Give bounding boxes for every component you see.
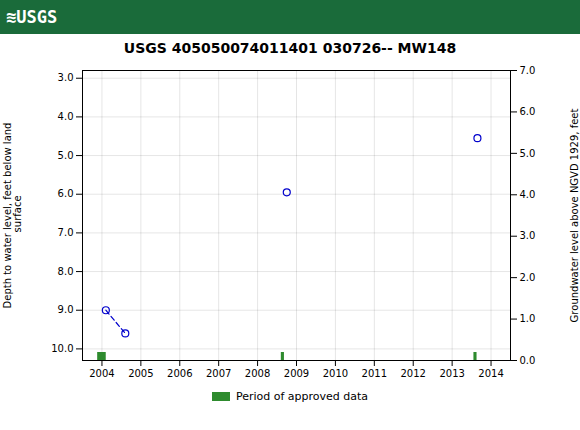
svg-text:5.0: 5.0 xyxy=(520,148,536,159)
svg-text:2010: 2010 xyxy=(323,368,348,379)
svg-text:9.0: 9.0 xyxy=(58,304,74,315)
svg-text:2012: 2012 xyxy=(401,368,426,379)
svg-text:2013: 2013 xyxy=(439,368,464,379)
svg-text:Groundwater level above NGVD 1: Groundwater level above NGVD 1929, feet xyxy=(569,109,580,323)
svg-text:0.0: 0.0 xyxy=(520,355,536,366)
html-text:≋USGS: ≋USGS xyxy=(6,7,58,27)
svg-text:5.0: 5.0 xyxy=(58,150,74,161)
svg-text:2014: 2014 xyxy=(478,368,503,379)
svg-text:2008: 2008 xyxy=(245,368,270,379)
svg-text:2006: 2006 xyxy=(167,368,192,379)
svg-text:2011: 2011 xyxy=(362,368,387,379)
html-text:USGS 405050074011401 030726--: USGS 405050074011401 030726-- MW148 xyxy=(123,40,457,56)
svg-text:2007: 2007 xyxy=(206,368,231,379)
svg-text:7.0: 7.0 xyxy=(520,65,536,76)
svg-text:Depth to water level, feet bel: Depth to water level, feet below land su… xyxy=(2,123,23,309)
svg-text:2004: 2004 xyxy=(89,368,114,379)
svg-text:2005: 2005 xyxy=(128,368,153,379)
svg-text:8.0: 8.0 xyxy=(58,266,74,277)
svg-text:1.0: 1.0 xyxy=(520,313,536,324)
svg-text:2009: 2009 xyxy=(284,368,309,379)
svg-text:6.0: 6.0 xyxy=(520,106,536,117)
svg-text:2.0: 2.0 xyxy=(520,272,536,283)
svg-text:6.0: 6.0 xyxy=(58,188,74,199)
svg-text:3.0: 3.0 xyxy=(520,230,536,241)
svg-text:4.0: 4.0 xyxy=(58,111,74,122)
svg-text:3.0: 3.0 xyxy=(58,72,74,83)
svg-text:7.0: 7.0 xyxy=(58,227,74,238)
svg-text:4.0: 4.0 xyxy=(520,189,536,200)
svg-text:10.0: 10.0 xyxy=(51,343,73,354)
html-text:Period of approved data: Period of approved data xyxy=(235,390,369,403)
